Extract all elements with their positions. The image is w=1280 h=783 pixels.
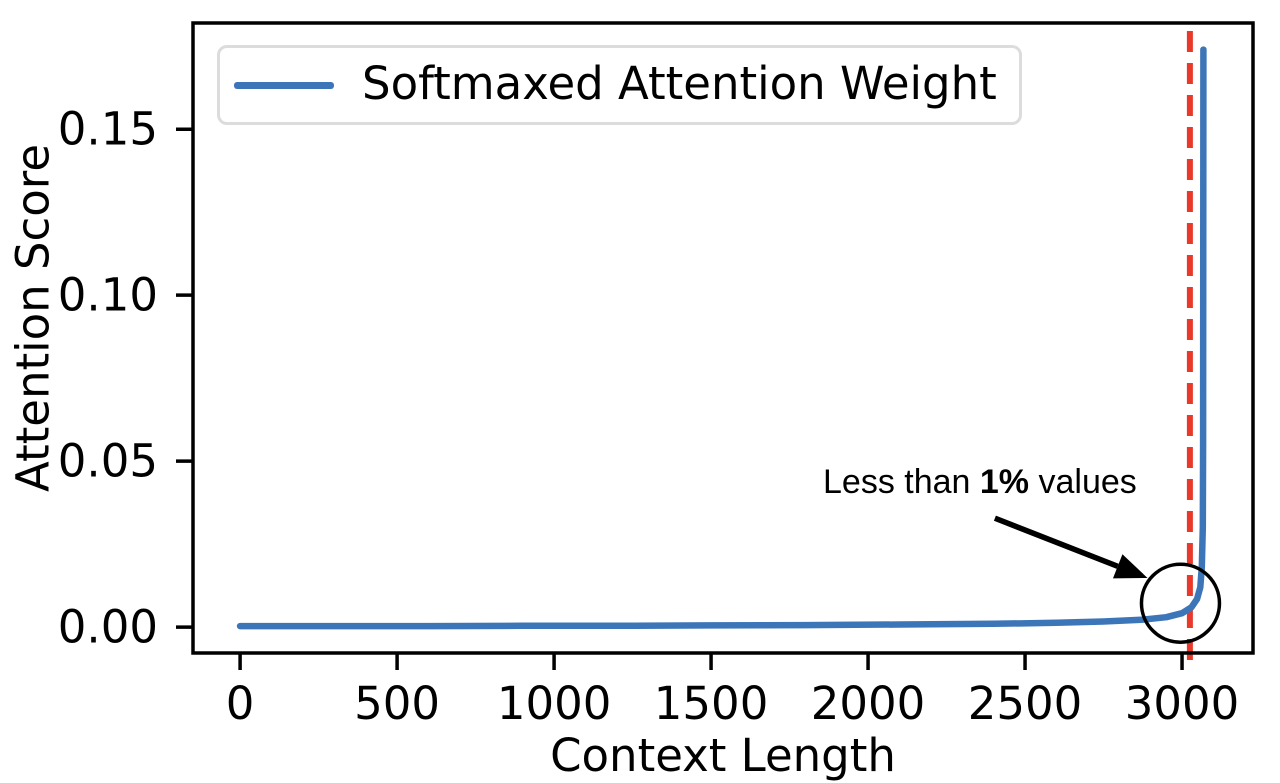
y-tick-label: 0.00 [57, 600, 158, 654]
x-tick-label: 0 [225, 677, 255, 730]
x-tick-label: 1500 [653, 677, 769, 730]
annotation-text-suffix: values [1029, 463, 1137, 501]
x-axis-label: Context Length [550, 729, 896, 782]
annotation-text-bold: 1% [979, 463, 1030, 501]
highlight-circle [1139, 562, 1222, 644]
y-tick-label: 0.15 [57, 102, 158, 156]
legend-label: Softmaxed Attention Weight [362, 56, 997, 110]
annotation-text-prefix: Less than [823, 463, 980, 501]
x-tick-label: 2500 [967, 677, 1083, 730]
annotation-text: Less than 1% values [823, 465, 1137, 499]
y-tick-label: 0.10 [57, 268, 158, 322]
series-line [236, 46, 1207, 630]
x-tick-label: 3000 [1124, 677, 1240, 730]
annotation-arrow-shaft [993, 515, 1119, 569]
plot-frame [191, 21, 1255, 655]
x-tick-label: 2000 [810, 677, 926, 730]
x-tick-label: 500 [354, 677, 441, 730]
annotation-arrow-head [1112, 554, 1148, 579]
legend-box: Softmaxed Attention Weight [217, 45, 1022, 125]
x-tick-label: 1000 [496, 677, 612, 730]
y-tick-label: 0.05 [57, 434, 158, 488]
legend-line-sample [234, 81, 334, 89]
